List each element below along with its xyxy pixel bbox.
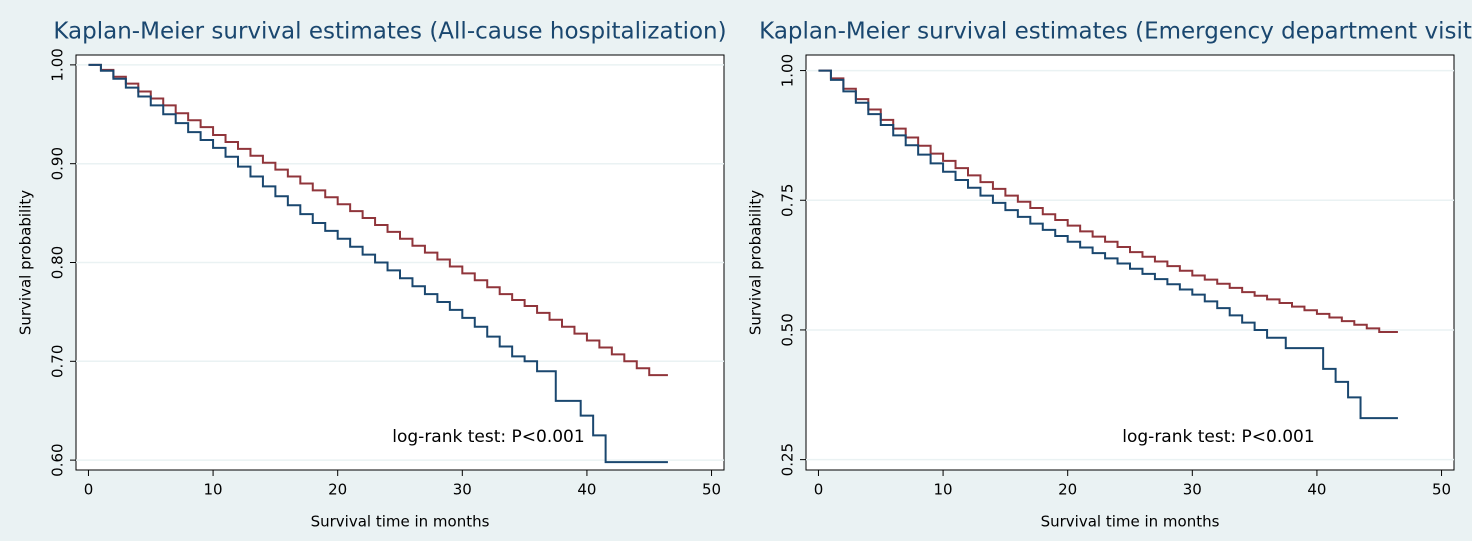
- x-tick-label: 0: [84, 481, 94, 499]
- x-tick-label: 20: [1058, 481, 1077, 499]
- x-tick-label: 10: [204, 481, 223, 499]
- y-axis-label: Survival probability: [17, 190, 35, 335]
- y-tick-label: 0.70: [49, 345, 67, 378]
- y-tick-label: 0.50: [779, 313, 797, 346]
- x-tick-label: 40: [577, 481, 596, 499]
- x-axis-label: Survival time in months: [1041, 513, 1220, 531]
- x-tick-label: 20: [328, 481, 347, 499]
- x-tick-label: 0: [814, 481, 824, 499]
- x-tick-label: 50: [702, 481, 721, 499]
- y-axis-label: Survival probability: [747, 190, 765, 335]
- survival-curve: [88, 63, 668, 464]
- y-tick-label: 0.60: [49, 443, 67, 476]
- y-tick-label: 0.25: [779, 443, 797, 476]
- x-tick-label: 30: [1183, 481, 1202, 499]
- survival-curve: [88, 63, 668, 377]
- y-tick-label: 0.90: [49, 147, 67, 180]
- x-tick-label: 50: [1432, 481, 1451, 499]
- y-tick-label: 1.00: [779, 54, 797, 87]
- survival-curve: [818, 69, 1398, 334]
- y-tick-label: 1.00: [49, 48, 67, 81]
- chart-title: Kaplan-Meier survival estimates (Emergen…: [759, 19, 1472, 45]
- x-tick-label: 10: [934, 481, 953, 499]
- chart-title: Kaplan-Meier survival estimates (All-cau…: [53, 19, 726, 45]
- annotation: log-rank test: P<0.001: [392, 427, 584, 447]
- y-tick-label: 0.80: [49, 246, 67, 279]
- x-axis-label: Survival time in months: [311, 513, 490, 531]
- survival-curve: [818, 69, 1398, 420]
- x-tick-label: 40: [1307, 481, 1326, 499]
- annotation: log-rank test: P<0.001: [1122, 427, 1314, 447]
- plot-area: [805, 54, 1455, 471]
- y-tick-label: 0.75: [779, 184, 797, 217]
- x-tick-label: 30: [453, 481, 472, 499]
